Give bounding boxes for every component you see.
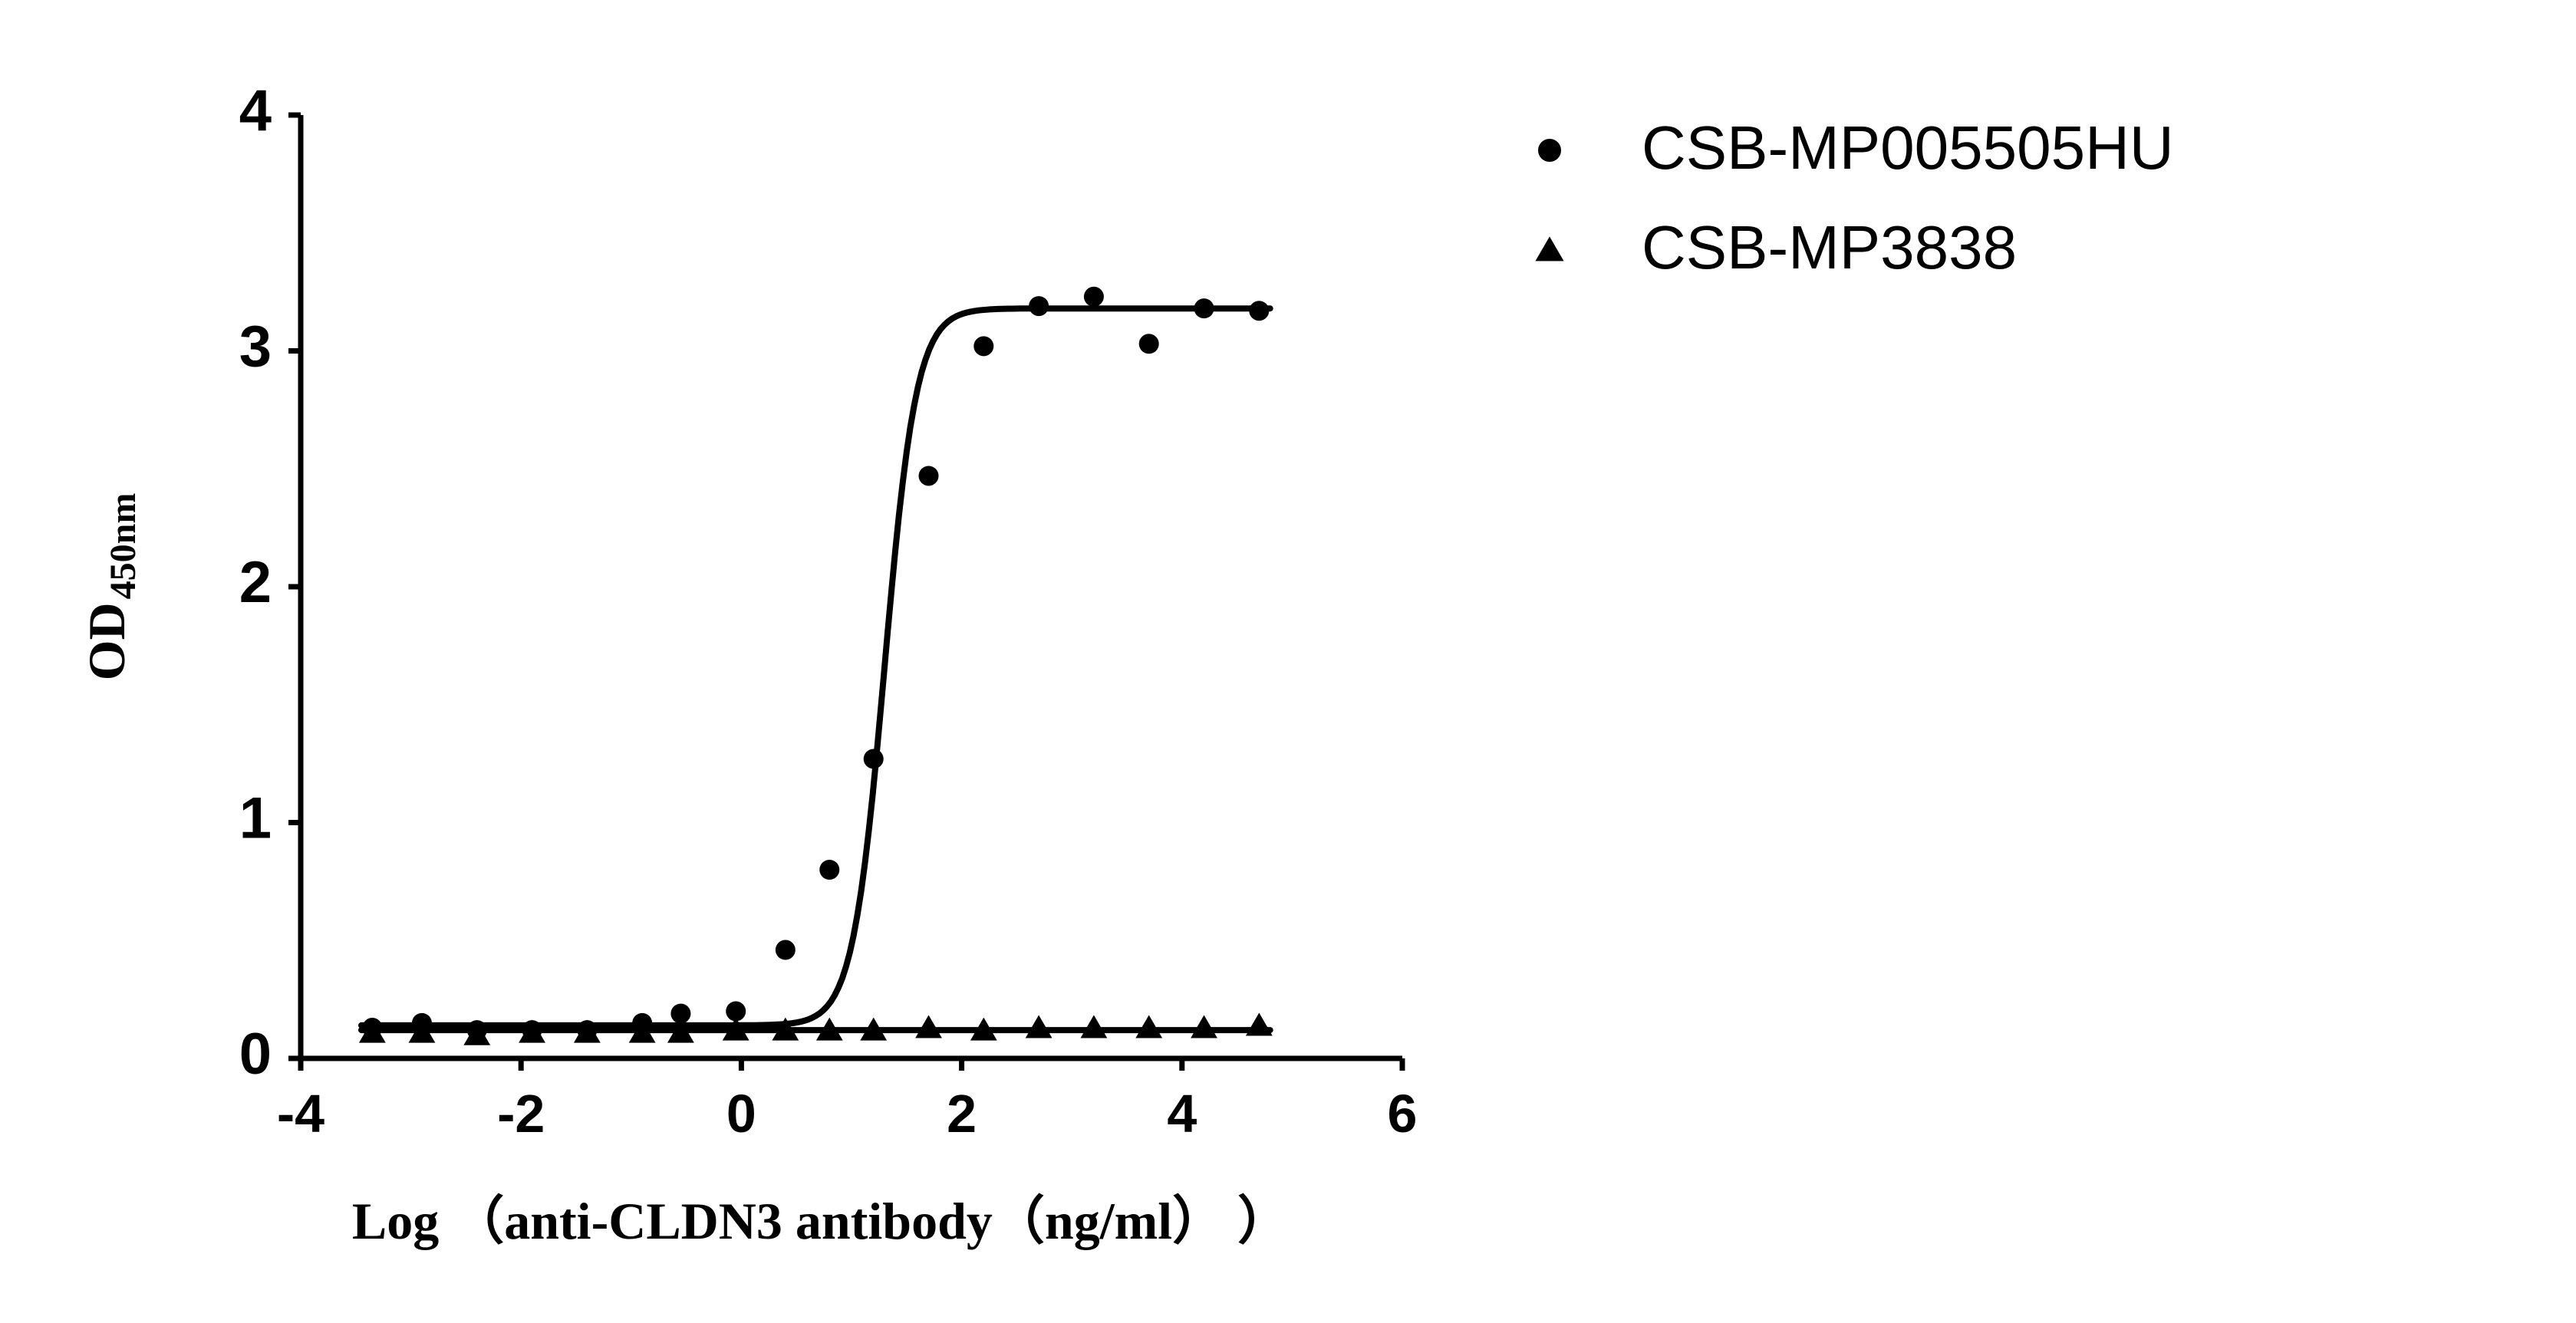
- legend-label: CSB-MP3838: [1642, 213, 2017, 281]
- y-tick-label: 1: [239, 786, 272, 851]
- legend-label: CSB-MP005505HU: [1642, 114, 2174, 182]
- x-axis-label: Log （anti-CLDN3 antibody（ng/ml） ）: [352, 1192, 1290, 1250]
- x-tick-label: 2: [947, 1084, 977, 1144]
- x-tick-label: 4: [1167, 1084, 1197, 1144]
- y-tick-label: 4: [239, 78, 272, 143]
- y-tick-label: 0: [239, 1022, 272, 1087]
- x-tick-label: -2: [497, 1084, 545, 1144]
- elisa-binding-chart: 01234-4-20246OD450nmLog （anti-CLDN3 anti…: [0, 0, 2576, 1323]
- x-tick-label: 6: [1388, 1084, 1418, 1144]
- y-tick-label: 2: [239, 550, 272, 615]
- chart-container: 01234-4-20246OD450nmLog （anti-CLDN3 anti…: [0, 0, 2576, 1323]
- x-tick-label: -4: [277, 1084, 324, 1144]
- y-tick-label: 3: [239, 314, 272, 380]
- x-tick-label: 0: [726, 1084, 756, 1144]
